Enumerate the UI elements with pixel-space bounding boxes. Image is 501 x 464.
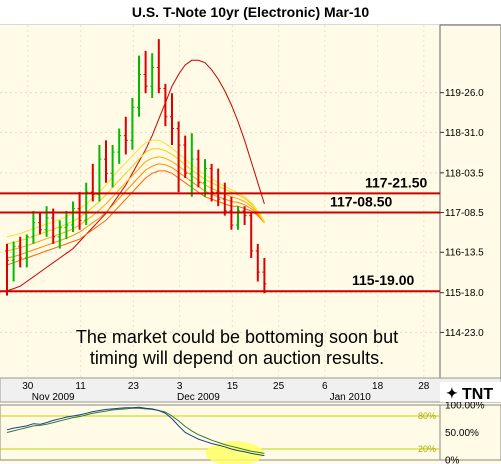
time-tick-label: 15 — [227, 381, 239, 392]
time-tick-label: 28 — [418, 381, 430, 392]
oscillator-tick-label: 50.00% — [445, 428, 479, 439]
month-label: Nov 2009 — [32, 392, 75, 403]
time-tick-label: 11 — [75, 381, 86, 392]
chart-annotation-text: The market could be bottoming soon but — [76, 327, 398, 347]
price-tick-label: 118-03.5 — [445, 168, 484, 179]
time-tick-label: 18 — [372, 381, 384, 392]
price-tick-label: 119-26.0 — [445, 88, 484, 99]
month-label: Dec 2009 — [177, 392, 220, 403]
logo-text: TNT — [462, 386, 493, 403]
oscillator-highlight — [205, 441, 264, 464]
logo-icon: ✦ — [446, 385, 458, 401]
time-tick-label: 23 — [128, 381, 140, 392]
moving-average-band-line — [6, 148, 265, 245]
moving-average-band-line — [6, 59, 265, 292]
price-tick-label: 118-31.0 — [445, 128, 484, 139]
price-axis-panel — [439, 24, 501, 379]
price-tick-label: 115-18.0 — [445, 288, 484, 299]
oscillator-level-label: 80% — [418, 411, 436, 421]
chart-annotation-text: timing will depend on auction results. — [90, 348, 384, 368]
oscillator-tick-label: 0% — [445, 456, 460, 464]
price-level-label: 117-08.50 — [330, 194, 392, 210]
moving-average-band-line — [6, 170, 265, 266]
moving-average-band-line — [6, 139, 265, 238]
time-tick-label: 3 — [177, 381, 183, 392]
moving-average-band-line — [6, 163, 265, 259]
oscillator-axis-panel — [439, 404, 501, 461]
oscillator-level-label: 20% — [418, 444, 436, 454]
price-level-label: 117-21.50 — [365, 174, 427, 190]
oscillator-slow-line — [6, 407, 265, 454]
price-tick-label: 117-08.5 — [445, 208, 484, 219]
time-tick-label: 6 — [322, 381, 328, 392]
time-tick-label: 30 — [22, 381, 34, 392]
month-label: Jan 2010 — [330, 392, 372, 403]
price-level-label: 115-19.00 — [352, 272, 414, 288]
logo-box — [440, 382, 501, 402]
time-axis-panel — [0, 377, 501, 403]
price-tick-label: 114-23.0 — [445, 328, 484, 339]
chart-title-bar: U.S. T-Note 10yr (Electronic) Mar-10 — [0, 0, 501, 25]
oscillator-fast-line — [6, 406, 265, 457]
chart-title: U.S. T-Note 10yr (Electronic) Mar-10 — [131, 4, 370, 20]
time-tick-label: 25 — [273, 381, 285, 392]
oscillator-tick-label: 100.00% — [445, 401, 485, 412]
price-tick-label: 116-13.5 — [445, 248, 484, 259]
